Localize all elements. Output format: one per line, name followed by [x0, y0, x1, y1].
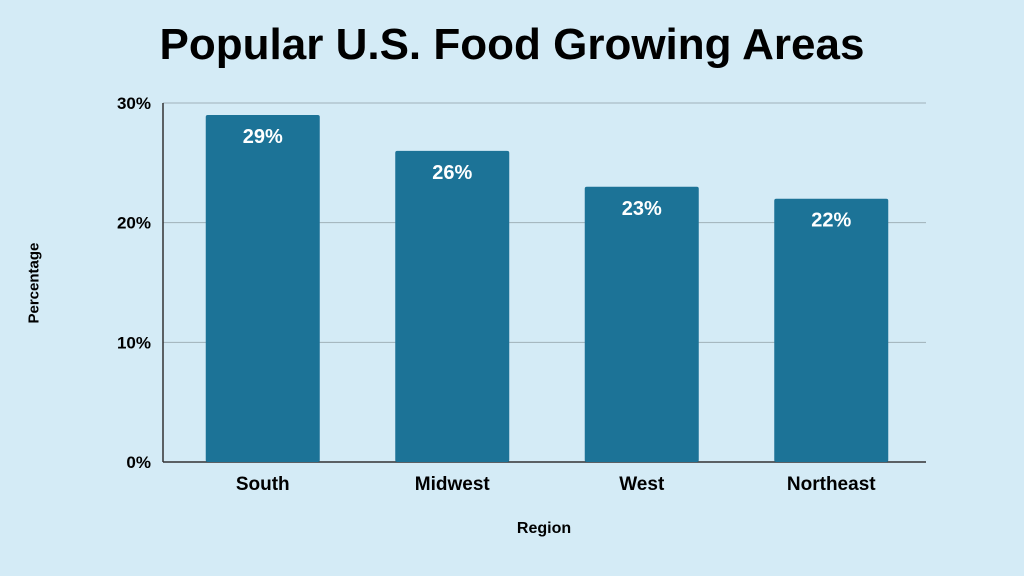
- x-axis-label: Region: [516, 520, 572, 537]
- bar-value-label: 26%: [432, 162, 472, 184]
- bar-value-label: 29%: [243, 126, 283, 148]
- y-tick-label: 0%: [126, 453, 151, 472]
- bar-west: [584, 186, 699, 462]
- bar-south: [205, 114, 320, 462]
- bar-value-label: 23%: [622, 198, 662, 220]
- x-tick-label: South: [236, 474, 290, 495]
- x-tick-label: Northeast: [787, 474, 876, 495]
- y-tick-label: 10%: [117, 333, 151, 352]
- y-tick-label: 20%: [117, 214, 151, 233]
- x-tick-label: Midwest: [415, 474, 491, 495]
- bar-northeast: [774, 198, 889, 462]
- bar-value-label: 22%: [811, 210, 851, 232]
- x-axis-ticks: South Midwest West Northeast: [236, 474, 876, 495]
- x-tick-label: West: [619, 474, 665, 495]
- bars: 29% 26% 23% 22%: [205, 114, 889, 462]
- chart-title: Popular U.S. Food Growing Areas: [159, 20, 865, 69]
- bar-midwest: [395, 150, 510, 462]
- y-axis-label: Percentage: [25, 242, 43, 324]
- y-tick-label: 30%: [117, 94, 151, 113]
- y-axis-ticks: 0% 10% 20% 30%: [117, 94, 151, 472]
